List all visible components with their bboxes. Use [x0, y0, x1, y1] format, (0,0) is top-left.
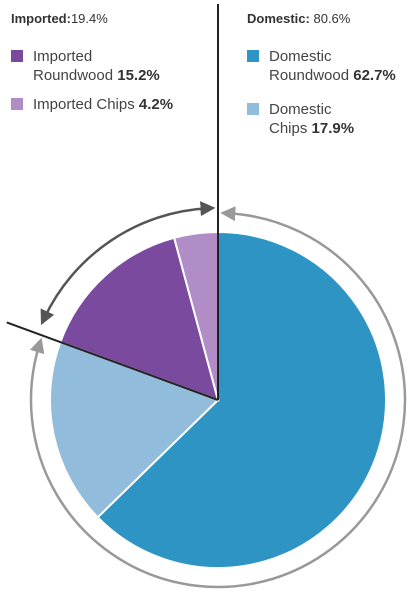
- pie-slice-domestic-chips: [49, 340, 220, 519]
- legend-value: 4.2%: [138, 96, 174, 113]
- domestic-total-value: 80.6%: [313, 11, 351, 26]
- legend-label: Domestic: [269, 48, 332, 65]
- legend-value: 62.7%: [353, 67, 396, 84]
- legend-swatch: [11, 50, 23, 62]
- imported-total-value: 19.4%: [70, 11, 108, 26]
- legend-label: Imported Chips: [33, 96, 135, 113]
- imported-total-label: Imported:: [11, 11, 71, 26]
- imported-total: Imported:19.4%: [11, 11, 108, 26]
- legend-value: 15.2%: [117, 67, 160, 84]
- domestic-total-label: Domestic:: [247, 11, 310, 26]
- imported-arc-arrow: [40, 201, 216, 326]
- domestic-total: Domestic: 80.6%: [247, 11, 350, 26]
- domestic-arc-arrow: [29, 206, 407, 589]
- legend-swatch: [247, 50, 259, 62]
- legend-label: Domestic: [269, 101, 332, 118]
- legend-label: Chips: [269, 120, 308, 137]
- legend-swatch: [247, 103, 259, 115]
- legend-value: 17.9%: [311, 120, 355, 137]
- legend-label: Imported: [33, 48, 93, 65]
- legend-label: Roundwood: [269, 67, 350, 84]
- legend-label: Roundwood: [33, 67, 114, 84]
- legend-swatch: [11, 98, 23, 110]
- pie-slice-domestic-roundwood: [96, 230, 387, 569]
